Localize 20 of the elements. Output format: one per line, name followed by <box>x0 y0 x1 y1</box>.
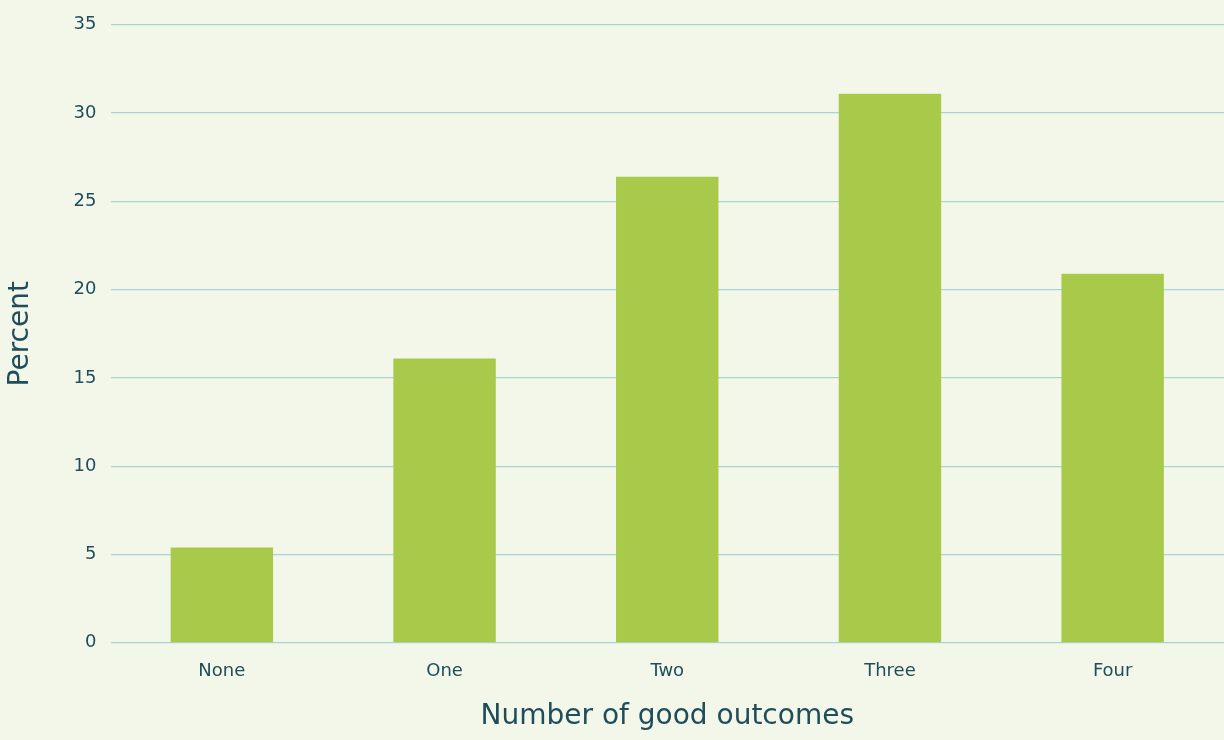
y-tick-label: 20 <box>73 277 97 299</box>
y-tick-label: 5 <box>85 542 97 564</box>
bar <box>1061 273 1164 643</box>
y-tick-label: 10 <box>73 453 97 475</box>
x-tick-label: Three <box>863 659 916 681</box>
y-tick-label: 30 <box>73 100 97 122</box>
bar <box>616 176 719 643</box>
x-tick-label: None <box>198 659 246 681</box>
y-tick-label: 25 <box>73 189 97 211</box>
x-axis-title: Number of good outcomes <box>480 698 854 732</box>
y-axis-title: Percent <box>2 281 36 387</box>
y-tick-label: 0 <box>85 630 97 652</box>
y-tick-label: 35 <box>73 12 97 34</box>
x-tick-label: Two <box>649 659 685 681</box>
bar <box>170 547 274 643</box>
x-tick-label: Four <box>1092 659 1134 681</box>
bar <box>393 358 496 643</box>
y-tick-label: 15 <box>73 365 97 387</box>
bar <box>838 93 942 643</box>
x-tick-label: One <box>426 659 463 681</box>
